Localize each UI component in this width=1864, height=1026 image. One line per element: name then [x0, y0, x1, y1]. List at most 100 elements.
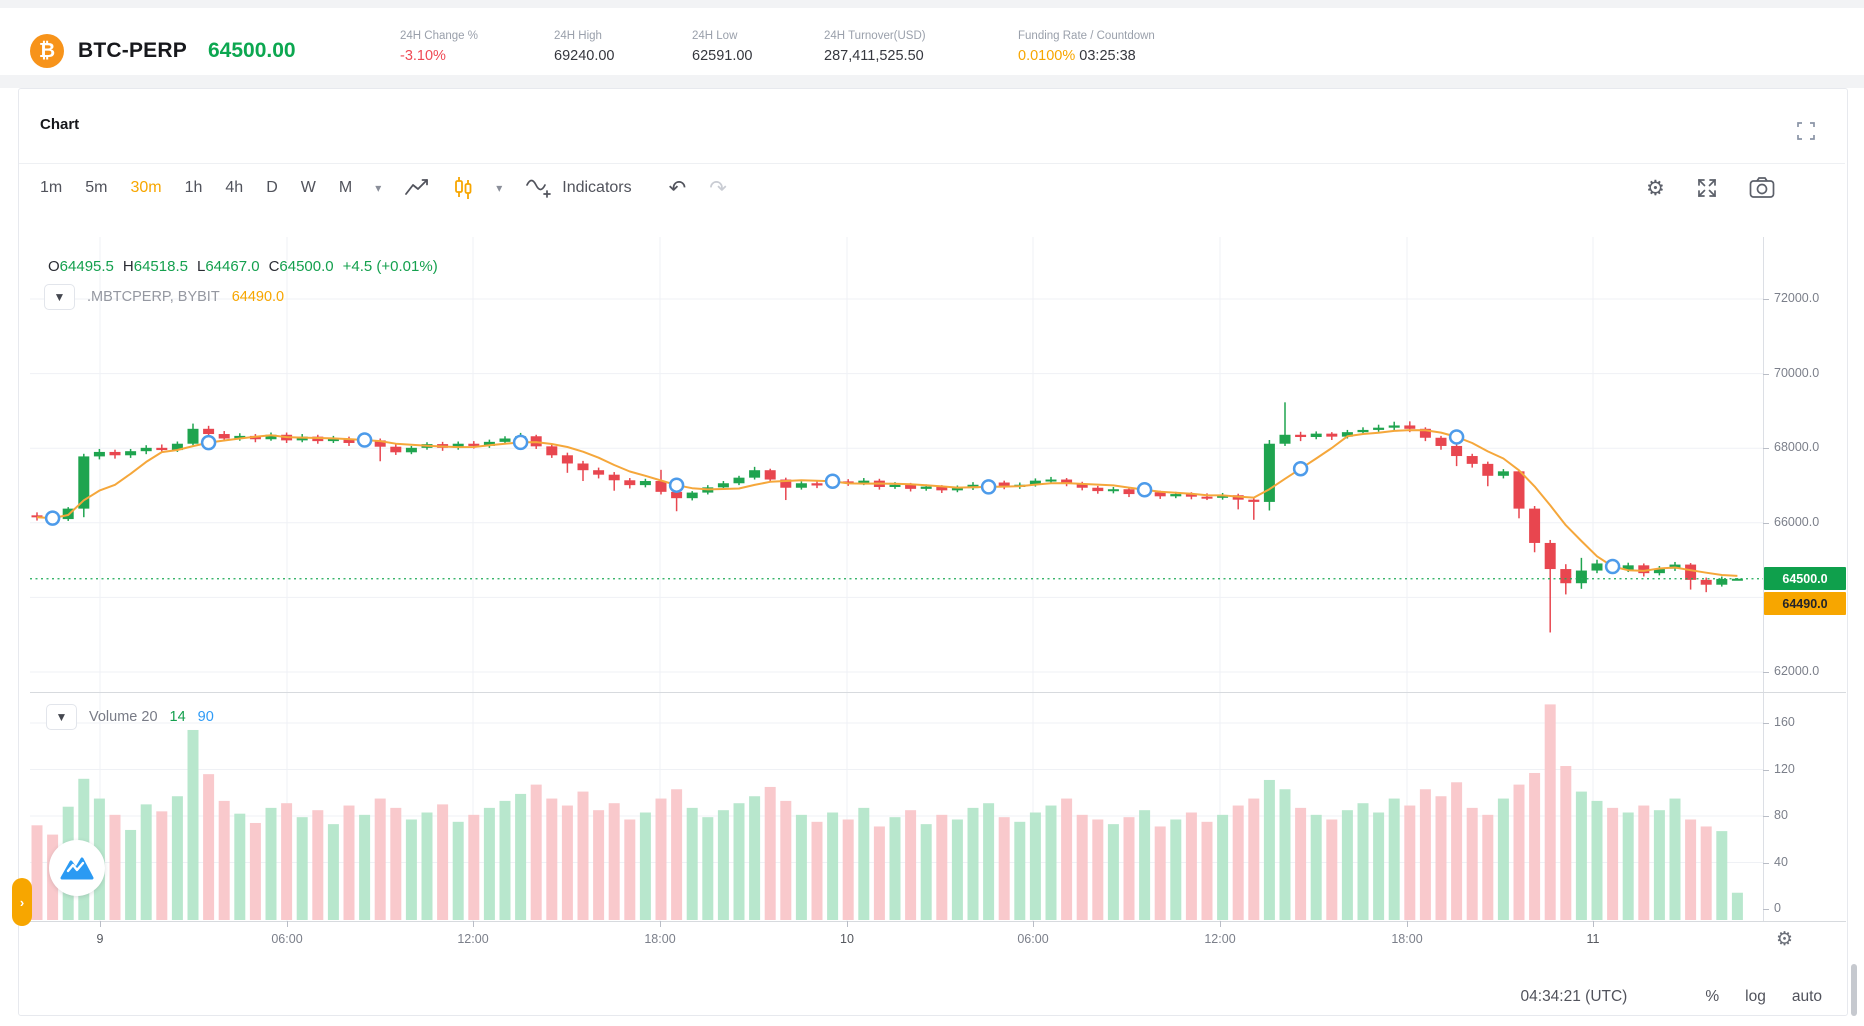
panel-expand-icon[interactable]	[1794, 119, 1818, 143]
log-scale-toggle[interactable]: log	[1745, 988, 1766, 1005]
axis-tick-label: 70000.0	[1774, 365, 1820, 380]
panel-title: Chart	[40, 116, 80, 133]
candlestick-chart-icon[interactable]	[453, 176, 473, 200]
ohlc-low-value: 64467.0	[205, 258, 260, 275]
last-price: 64500.00	[208, 39, 296, 62]
tf-1mo[interactable]: M	[338, 179, 353, 196]
time-tick-label: 11	[1586, 932, 1600, 946]
stat-funding-rate: Funding Rate / Countdown 0.0100% 03:25:3…	[1018, 30, 1155, 64]
axis-tick-label: 40	[1774, 854, 1788, 869]
axis-tick	[1763, 862, 1769, 864]
axis-tick	[1763, 522, 1769, 524]
ohlc-high-label: H	[122, 258, 134, 275]
instrument-header: ₿ BTC-PERP 64500.00 24H Change % -3.10% …	[0, 8, 1864, 75]
time-tick	[1407, 921, 1408, 927]
axis-tick-label: 80	[1774, 808, 1788, 822]
volume-ma2-value: 90	[197, 709, 214, 725]
time-tick	[100, 921, 101, 927]
ma-cross-marker	[1292, 460, 1309, 477]
chevron-down-icon[interactable]: ▾	[375, 181, 382, 195]
btc-coin-icon: ₿	[30, 34, 64, 68]
tf-4h[interactable]: 4h	[225, 179, 244, 196]
ma-cross-marker	[356, 432, 373, 448]
tf-1d[interactable]: D	[266, 179, 278, 196]
utc-clock: 04:34:21 (UTC)	[1520, 988, 1628, 1005]
axis-tick-label: 66000.0	[1774, 514, 1820, 529]
time-tick-label: 12:00	[1204, 932, 1236, 946]
ma-cross-marker	[512, 434, 529, 451]
ohlc-open-label: O	[48, 258, 60, 275]
undo-icon[interactable]: ↶	[668, 176, 687, 200]
time-tick-label: 06:00	[271, 932, 303, 946]
expand-sidebar-tab[interactable]: ›	[12, 878, 32, 926]
chevron-down-icon[interactable]: ▾	[496, 181, 503, 195]
time-tick	[847, 921, 848, 927]
stat-label: 24H Change %	[400, 30, 478, 42]
collapse-chevron-icon[interactable]: ▼	[46, 704, 77, 730]
pane-separator[interactable]	[30, 692, 1846, 693]
ma-cross-marker	[1604, 558, 1621, 575]
ohlc-close-label: C	[268, 258, 280, 275]
stat-label: 24H Turnover(USD)	[824, 30, 926, 42]
time-tick	[473, 921, 474, 927]
stat-24h-high: 24H High 69240.00	[554, 30, 614, 64]
ma-cross-marker	[980, 479, 997, 495]
ohlc-open-value: 64495.5	[59, 258, 114, 275]
chart-toolbar: 1m 5m 30m 1h 4h D W M ▾ ▾ Indicators ↶ ↷	[40, 167, 727, 209]
stat-value: -3.10%	[400, 48, 446, 64]
chart-status-bar: 04:34:21 (UTC) % log auto	[1240, 988, 1822, 1006]
ma-cross-marker	[1448, 429, 1465, 445]
stat-24h-change: 24H Change % -3.10%	[400, 30, 478, 64]
line-chart-icon[interactable]	[404, 178, 430, 198]
symbol-name[interactable]: BTC-PERP	[78, 39, 187, 62]
tf-30m[interactable]: 30m	[130, 179, 162, 196]
axis-settings-gear-icon[interactable]: ⚙	[1776, 929, 1794, 950]
time-tick-label: 18:00	[1391, 932, 1423, 946]
settings-gear-icon[interactable]: ⚙	[1646, 176, 1665, 200]
indicator-value: 64490.0	[231, 289, 285, 305]
last-price-badge: 64500.0	[1764, 567, 1846, 590]
stat-label: 24H High	[554, 30, 602, 42]
auto-scale-toggle[interactable]: auto	[1791, 988, 1822, 1005]
top-strip	[0, 0, 1864, 8]
axis-tick	[1763, 373, 1769, 375]
axis-tick	[1763, 909, 1769, 910]
ma-cross-marker	[824, 473, 841, 490]
redo-icon[interactable]: ↷	[709, 176, 727, 200]
ma-cross-marker	[668, 477, 685, 493]
tf-1m[interactable]: 1m	[40, 179, 63, 196]
collapse-chevron-icon[interactable]: ▼	[44, 284, 75, 310]
tf-1w[interactable]: W	[300, 179, 316, 196]
indicator-price-badge: 64490.0	[1764, 592, 1846, 615]
time-tick	[660, 921, 661, 927]
mountain-logo-icon	[60, 857, 94, 880]
time-tick-label: 9	[96, 932, 104, 946]
stat-value: 69240.00	[554, 48, 615, 64]
time-tick-label: 06:00	[1017, 932, 1049, 946]
exchange-logo-button[interactable]	[49, 840, 105, 896]
camera-snapshot-icon[interactable]	[1749, 176, 1775, 200]
ma-cross-marker	[44, 510, 61, 526]
toolbar-right: ⚙	[1646, 167, 1775, 209]
axis-tick-label: 160	[1774, 715, 1795, 729]
tf-1h[interactable]: 1h	[184, 179, 203, 196]
indicators-button[interactable]: Indicators	[562, 179, 632, 196]
time-tick-label: 18:00	[644, 932, 676, 946]
indicator-wave-icon[interactable]	[525, 177, 552, 199]
stat-label: 24H Low	[692, 30, 738, 42]
axis-tick-label: 72000.0	[1774, 291, 1820, 305]
ohlc-low-label: L	[196, 258, 206, 275]
time-tick	[287, 921, 288, 927]
fullscreen-icon[interactable]	[1695, 176, 1719, 200]
time-tick	[1593, 921, 1594, 927]
tf-5m[interactable]: 5m	[85, 179, 108, 196]
chart-canvas[interactable]	[30, 237, 1763, 921]
stat-24h-low: 24H Low 62591.00	[692, 30, 752, 64]
funding-rate-value: 0.0100%	[1018, 48, 1076, 64]
volume-ma1-value: 14	[169, 709, 186, 725]
volume-legend: ▼ Volume 20 14 90	[46, 704, 214, 730]
scrollbar-thumb[interactable]	[1851, 964, 1857, 1016]
percent-scale-toggle[interactable]: %	[1705, 988, 1720, 1005]
axis-tick	[1763, 672, 1769, 673]
axis-tick-label: 0	[1774, 901, 1781, 915]
